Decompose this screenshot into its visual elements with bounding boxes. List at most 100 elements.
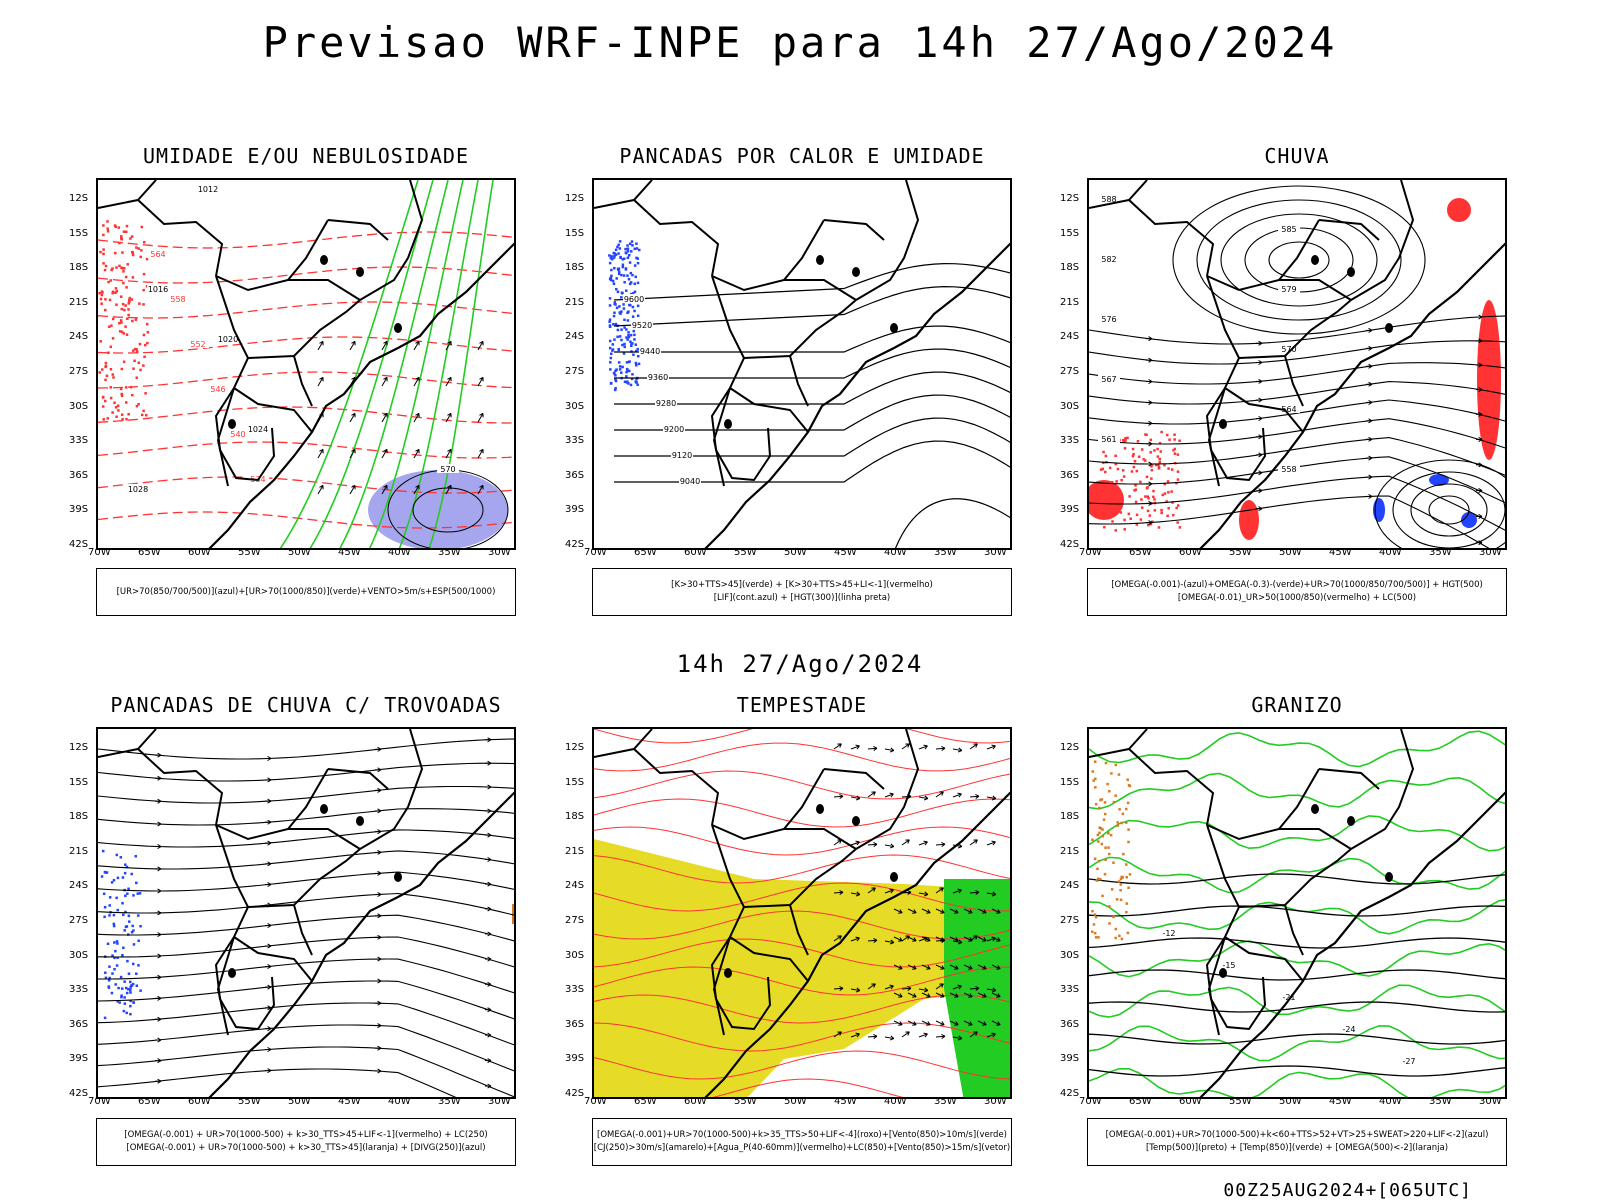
lon-tick: 30W (984, 1096, 1007, 1107)
lat-tick: 21S (1060, 296, 1080, 308)
lon-tick: 45W (338, 547, 361, 558)
lat-tick: 12S (1060, 193, 1080, 204)
lat-tick: 24S (69, 880, 89, 892)
lat-tick: 24S (69, 331, 89, 343)
map-graphic (98, 729, 514, 1097)
panel-title: CHUVA (1264, 144, 1330, 168)
contour-label: 588 (1101, 195, 1116, 204)
lat-tick: 18S (1060, 811, 1080, 823)
lon-tick: 40W (388, 1096, 411, 1107)
lat-tick: 27S (69, 366, 89, 377)
contour-label: 552 (190, 340, 205, 349)
contour-label: 1020 (218, 335, 238, 344)
contour-label: 579 (1281, 285, 1296, 294)
legend-line: [OMEGA(-0.001)-(azul)+OMEGA(-0.3)-(verde… (1111, 580, 1483, 590)
lon-tick: 40W (1379, 547, 1402, 558)
lat-tick: 15S (565, 227, 585, 239)
page-title: Previsao WRF-INPE para 14h 27/Ago/2024 (262, 18, 1338, 67)
lat-tick: 39S (1060, 504, 1080, 516)
lat-tick: 27S (565, 915, 585, 926)
contour-label: 582 (1101, 255, 1116, 264)
lat-tick: 30S (69, 949, 89, 961)
lon-tick: 30W (1479, 547, 1502, 558)
lon-tick: 30W (984, 547, 1007, 558)
lon-tick: 60W (188, 547, 211, 558)
lon-tick: 65W (138, 1096, 161, 1107)
legend-box: [K>30+TTS>45](verde) + [K>30+TTS>45+LI<-… (592, 568, 1012, 616)
panel-title: UMIDADE E/OU NEBULOSIDADE (142, 144, 470, 168)
contour-label: 585 (1281, 225, 1296, 234)
contour-label: 540 (230, 430, 245, 439)
lat-tick: 18S (565, 811, 585, 823)
contour-label: -15 (1222, 961, 1235, 970)
lat-tick: 12S (69, 193, 89, 204)
lat-tick: 33S (1060, 984, 1080, 996)
lat-tick: 36S (69, 1018, 89, 1030)
lat-tick: 39S (69, 504, 89, 516)
lon-tick: 55W (734, 1096, 757, 1107)
lat-tick: 33S (565, 435, 585, 447)
lat-tick: 33S (565, 984, 585, 996)
contour-label: 570 (1281, 345, 1296, 354)
lat-tick: 36S (565, 469, 585, 481)
lat-tick: 24S (565, 331, 585, 343)
lat-tick: 15S (1060, 227, 1080, 239)
lon-tick: 60W (188, 1096, 211, 1107)
lat-tick: 27S (1060, 915, 1080, 926)
lat-tick: 27S (69, 915, 89, 926)
lon-tick: 65W (1129, 547, 1152, 558)
legend-line: [LIF](cont.azul) + [HGT(300)](linha pret… (713, 593, 891, 603)
lat-tick: 21S (69, 845, 89, 857)
lat-tick: 24S (1060, 331, 1080, 343)
contour-label: 564 (1281, 405, 1296, 414)
lat-tick: 42S (69, 539, 89, 550)
lon-tick: 65W (634, 1096, 657, 1107)
lon-tick: 35W (934, 547, 957, 558)
lon-tick: 45W (1329, 1096, 1352, 1107)
contour-label: -21 (1282, 993, 1295, 1002)
contour-label: 558 (170, 295, 185, 304)
forecast-time-label: 14h 27/Ago/2024 (676, 650, 924, 678)
lat-tick: 30S (565, 949, 585, 961)
lon-tick: 30W (488, 1096, 511, 1107)
contour-label: 576 (1101, 315, 1116, 324)
panel-title: TEMPESTADE (736, 693, 868, 717)
lat-tick: 30S (1060, 400, 1080, 412)
lat-tick: 12S (565, 193, 585, 204)
contour-label: 9440 (640, 347, 660, 356)
map-panel (592, 727, 1012, 1099)
legend-box: [UR>70(850/700/500)](azul)+[UR>70(1000/8… (96, 568, 516, 616)
lat-tick: 42S (1060, 1088, 1080, 1099)
lon-tick: 60W (1179, 547, 1202, 558)
lon-tick: 60W (684, 547, 707, 558)
lat-tick: 36S (69, 469, 89, 481)
contour-label: 558 (1281, 465, 1296, 474)
lon-tick: 30W (1479, 1096, 1502, 1107)
lat-tick: 24S (565, 880, 585, 892)
contour-label: 1028 (128, 485, 148, 494)
map-panel: -12 -15 -21 -24 -27 (1087, 727, 1507, 1099)
map-panel: 9600 9520 9440 9360 9280 9200 9120 9040 (592, 178, 1012, 550)
lon-tick: 50W (784, 1096, 807, 1107)
lon-tick: 70W (584, 547, 607, 558)
lat-tick: 12S (1060, 742, 1080, 753)
lon-tick: 50W (1279, 1096, 1302, 1107)
legend-line: [OMEGA(-0.001) + UR>70(1000-500) + k>30_… (126, 1143, 486, 1153)
contour-label: 561 (1101, 435, 1116, 444)
map-graphic: 9600 9520 9440 9360 9280 9200 9120 9040 (594, 180, 1010, 548)
lat-tick: 27S (565, 366, 585, 377)
lat-tick: 36S (1060, 469, 1080, 481)
contour-label: 570 (440, 465, 455, 474)
lat-tick: 18S (1060, 262, 1080, 274)
legend-line: [OMEGA(-0.01)_UR>50(1000/850)(vermelho) … (1177, 593, 1417, 603)
lat-tick: 21S (69, 296, 89, 308)
lon-tick: 55W (1229, 1096, 1252, 1107)
map-graphic: 588 585 582 579 576 570 567 564 561 558 (1089, 180, 1505, 548)
panel-title: GRANIZO (1251, 693, 1343, 717)
legend-line: [K>30+TTS>45](verde) + [K>30+TTS>45+LI<-… (671, 580, 933, 590)
contour-label: 9360 (648, 373, 668, 382)
contour-label: 1012 (198, 185, 218, 194)
lat-tick: 21S (565, 845, 585, 857)
lat-tick: 36S (565, 1018, 585, 1030)
lat-tick: 27S (1060, 366, 1080, 377)
